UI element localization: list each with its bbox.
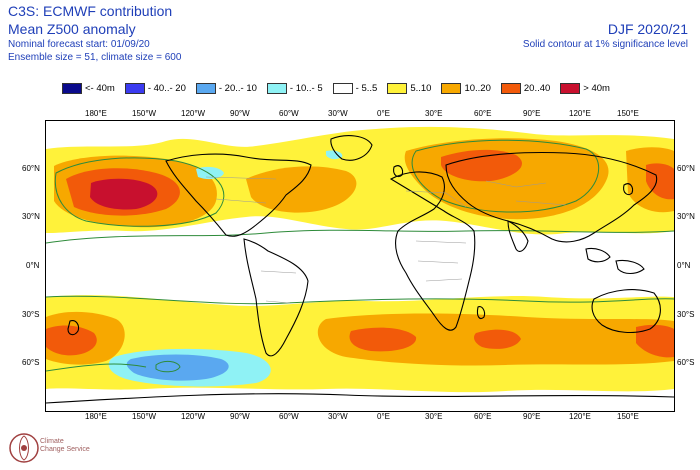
lon-label-top: 30°W [328, 109, 348, 118]
lon-label-top: 120°W [181, 109, 206, 118]
lon-label-bottom: 60°E [474, 412, 492, 421]
climate-change-service-logo [9, 433, 39, 463]
legend-item: 10..20 [441, 83, 491, 94]
lon-label-top: 30°E [425, 109, 443, 118]
legend-label: - 10..- 5 [289, 83, 323, 94]
country-borders [205, 176, 567, 304]
legend-item: - 10..- 5 [266, 83, 323, 94]
lat-label-right: 60°S [677, 358, 695, 367]
lon-label-bottom: 120°E [569, 412, 591, 421]
lon-label-top: 60°W [279, 109, 299, 118]
ensemble-size: Ensemble size = 51, climate size = 600 [8, 52, 182, 63]
lat-label-left: 30°S [22, 310, 40, 319]
lon-label-top: 120°E [569, 109, 591, 118]
logo-text-line2: Change Service [40, 446, 90, 453]
logo-wordmark: Climate Change Service [40, 438, 90, 454]
legend-item: - 5..5 [332, 83, 378, 94]
legend-item: <- 40m [62, 83, 115, 94]
color-legend: <- 40m - 40..- 20 - 20..- 10 - 10..- 5 -… [62, 83, 620, 94]
coastlines [46, 135, 674, 404]
lat-label-left: 30°N [22, 212, 40, 221]
lon-label-top: 0°E [377, 109, 390, 118]
legend-label: 10..20 [464, 83, 491, 94]
field-title: Mean Z500 anomaly [8, 21, 136, 37]
lat-label-right: 30°N [677, 212, 695, 221]
lon-label-bottom: 60°W [279, 412, 299, 421]
legend-item: > 40m [560, 83, 610, 94]
lon-label-bottom: 30°E [425, 412, 443, 421]
legend-swatch [124, 83, 145, 94]
legend-swatch [195, 83, 216, 94]
lat-label-right: 30°S [677, 310, 695, 319]
lat-label-left: 60°S [22, 358, 40, 367]
lon-label-bottom: 180°E [85, 412, 107, 421]
legend-swatch [560, 83, 581, 94]
legend-swatch [500, 83, 521, 94]
lat-label-right: 60°N [677, 164, 695, 173]
legend-label: <- 40m [85, 83, 115, 94]
legend-swatch [266, 83, 287, 94]
legend-label: 20..40 [523, 83, 551, 94]
legend-item: - 20..- 10 [195, 83, 257, 94]
lon-label-bottom: 30°W [328, 412, 348, 421]
forecast-start: Nominal forecast start: 01/09/20 [8, 39, 150, 50]
significance-note: Solid contour at 1% significance level [522, 39, 688, 50]
season-label: DJF 2020/21 [607, 21, 688, 37]
lon-label-bottom: 150°W [132, 412, 157, 421]
anomaly-map [45, 120, 675, 412]
lat-label-left: 0°N [26, 261, 40, 270]
legend-label: > 40m [583, 83, 610, 94]
legend-item: - 40..- 20 [124, 83, 186, 94]
lat-label-left: 60°N [22, 164, 40, 173]
lon-label-bottom: 90°E [523, 412, 541, 421]
legend-swatch [387, 83, 408, 94]
lon-label-top: 180°E [85, 109, 107, 118]
lon-label-bottom: 90°W [230, 412, 250, 421]
lon-label-bottom: 120°W [181, 412, 206, 421]
legend-label: - 20..- 10 [218, 83, 257, 94]
lon-label-top: 90°W [230, 109, 250, 118]
legend-swatch [62, 83, 82, 94]
lon-label-top: 60°E [474, 109, 492, 118]
lon-label-top: 90°E [523, 109, 541, 118]
lon-label-top: 150°E [617, 109, 639, 118]
product-title: C3S: ECMWF contribution [8, 3, 173, 19]
map-canvas [46, 121, 674, 411]
legend-label: - 40..- 20 [147, 83, 186, 94]
legend-swatch [332, 83, 353, 94]
legend-label: 5..10 [410, 83, 432, 94]
legend-item: 20..40 [500, 83, 551, 94]
legend-label: - 5..5 [355, 83, 378, 94]
lon-label-bottom: 150°E [617, 412, 639, 421]
lat-label-right: 0°N [677, 261, 691, 270]
legend-item: 5..10 [387, 83, 431, 94]
lon-label-top: 150°W [132, 109, 157, 118]
lon-label-bottom: 0°E [377, 412, 390, 421]
logo-text-line1: Climate [40, 438, 64, 445]
legend-swatch [441, 83, 462, 94]
